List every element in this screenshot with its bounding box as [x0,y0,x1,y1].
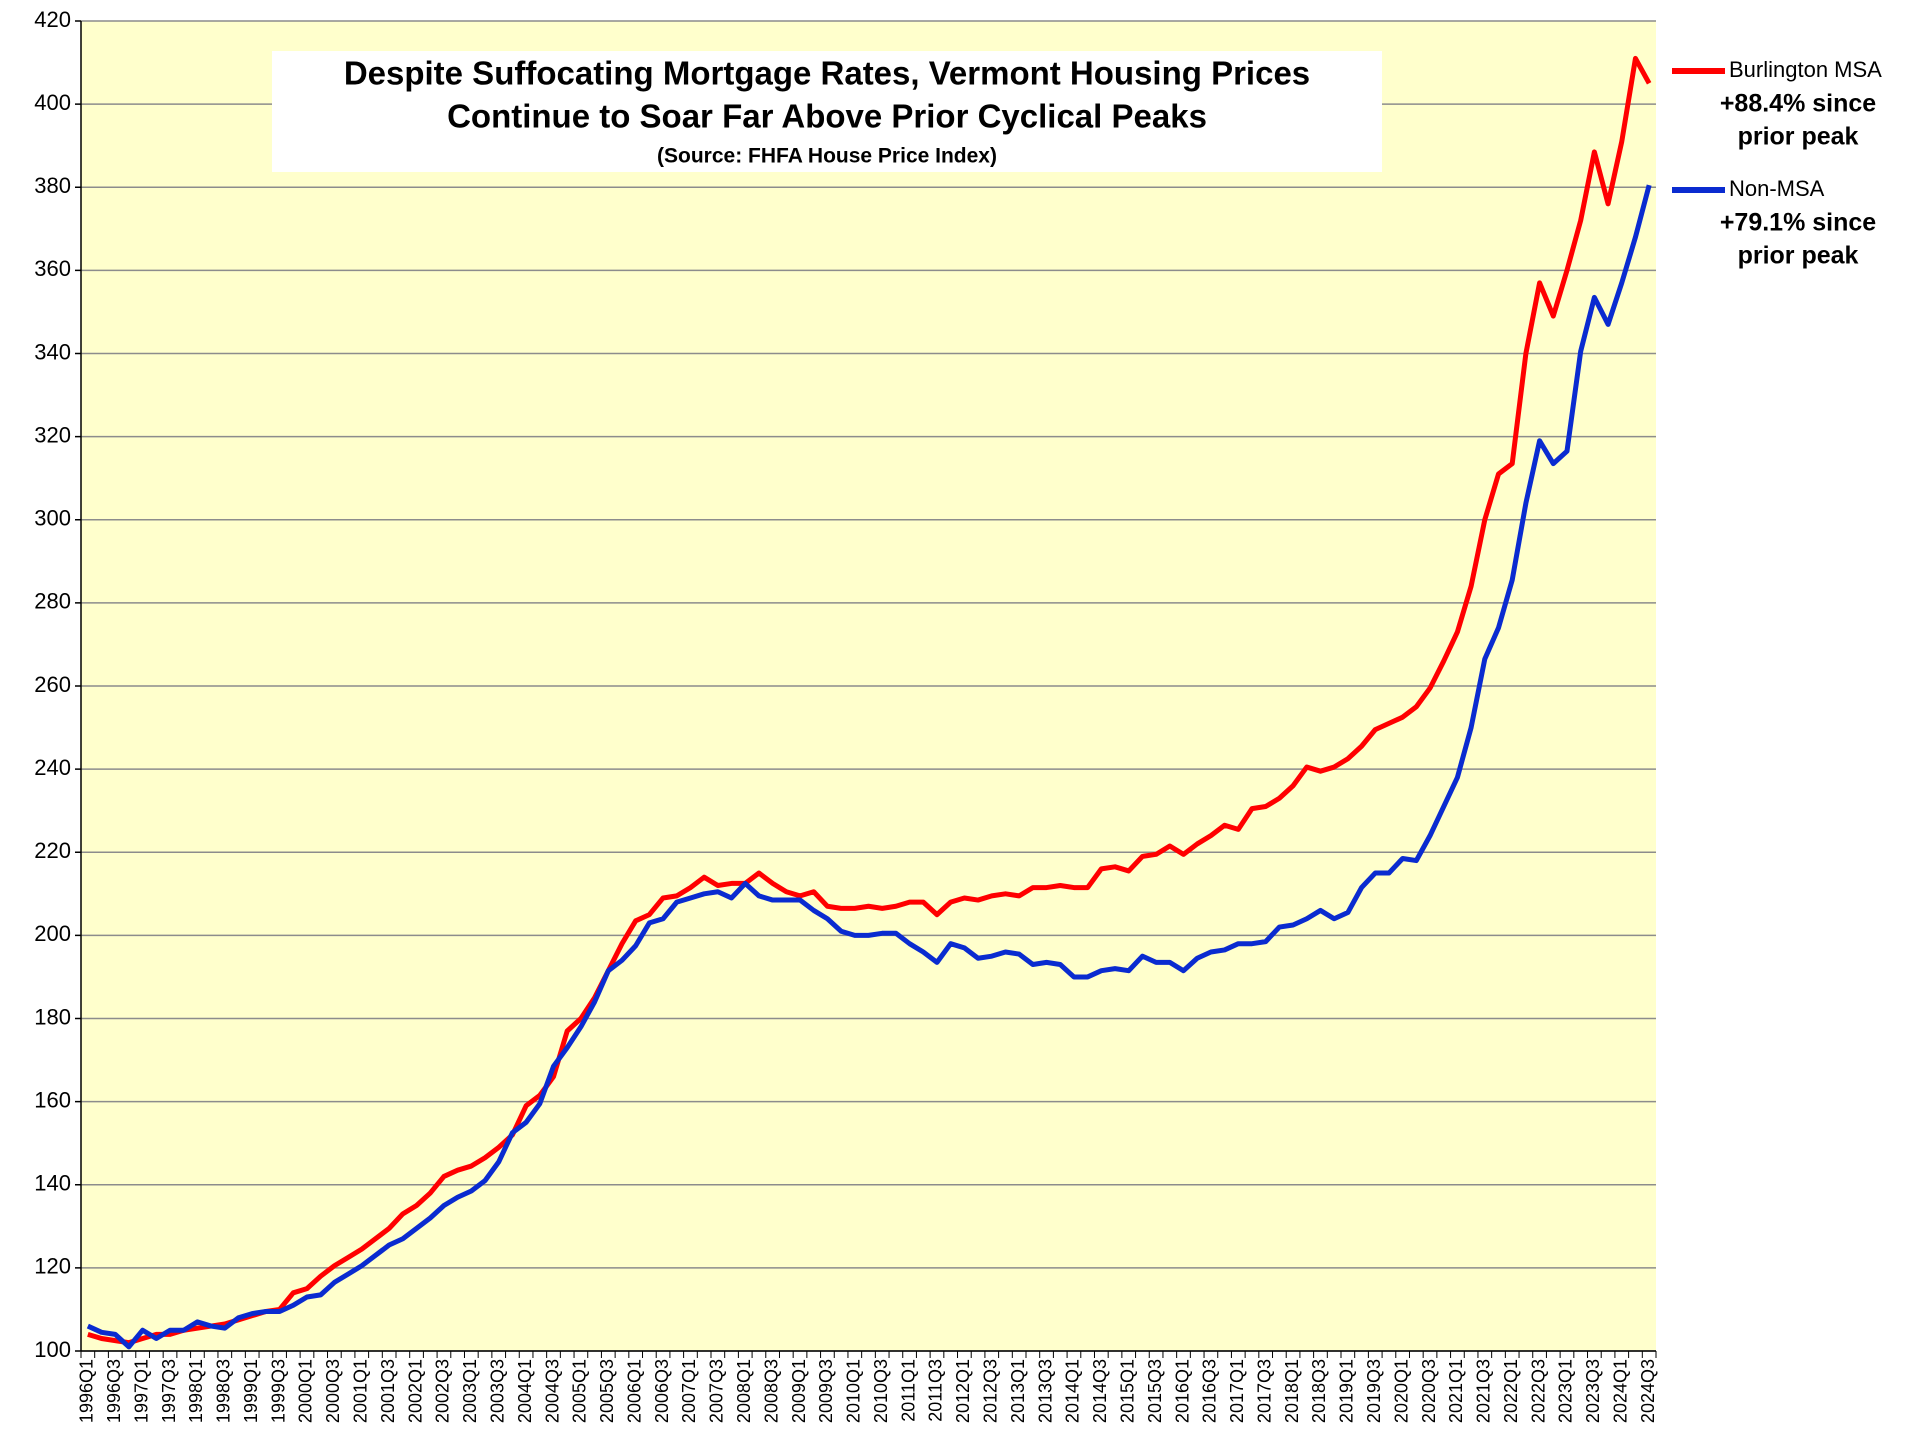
x-tick-label: 2017Q1 [1227,1359,1247,1423]
y-tick-label: 240 [34,755,71,780]
x-tick-label: 2020Q1 [1391,1359,1411,1423]
x-tick-label: 2011Q1 [898,1359,918,1422]
y-tick-label: 260 [34,672,71,697]
y-tick-label: 300 [34,506,71,531]
x-tick-label: 1996Q3 [104,1359,124,1423]
x-tick-label: 1999Q3 [268,1359,288,1423]
x-tick-label: 2006Q3 [652,1359,672,1423]
x-tick-label: 1999Q1 [241,1359,261,1423]
x-tick-label: 1998Q1 [186,1359,206,1423]
x-tick-label: 2014Q3 [1090,1359,1110,1423]
x-tick-label: 2018Q3 [1309,1359,1329,1423]
x-tick-label: 2020Q3 [1419,1359,1439,1423]
x-tick-label: 1997Q3 [159,1359,179,1423]
x-tick-label: 2013Q3 [1035,1359,1055,1423]
x-tick-label: 2000Q1 [296,1359,316,1423]
x-tick-label: 2023Q3 [1583,1359,1603,1423]
x-tick-label: 2008Q1 [734,1359,754,1423]
series-line [87,55,1652,1346]
x-tick-label: 2019Q1 [1337,1359,1357,1423]
x-tick-label: 2001Q3 [378,1359,398,1423]
x-tick-label: 2017Q3 [1254,1359,1274,1423]
x-tick-label: 2004Q3 [542,1359,562,1423]
x-tick-label: 2022Q1 [1501,1359,1521,1423]
x-tick-label: 1997Q1 [131,1359,151,1423]
x-tick-label: 2003Q3 [487,1359,507,1423]
y-tick-label: 160 [34,1087,71,1112]
x-tick-label: 2003Q1 [460,1359,480,1423]
annotation: +88.4% since [1720,90,1876,118]
series-line [86,184,1652,1350]
legend-label: Non-MSA [1729,176,1825,201]
annotation: prior peak [1738,242,1859,270]
annotation: prior peak [1738,123,1859,151]
x-tick-label: 2011Q3 [926,1359,946,1422]
x-tick-label: 2009Q1 [789,1359,809,1423]
x-tick-label: 2000Q3 [323,1359,343,1423]
x-tick-label: 2007Q1 [679,1359,699,1423]
x-tick-label: 2015Q1 [1117,1359,1137,1423]
chart-subtitle: (Source: FHFA House Price Index) [657,145,997,168]
x-tick-label: 2024Q3 [1638,1359,1658,1423]
x-tick-label: 2012Q1 [953,1359,973,1423]
annotation: +79.1% since [1720,209,1876,237]
x-tick-label: 2006Q1 [624,1359,644,1423]
x-tick-label: 2005Q1 [570,1359,590,1423]
x-tick-label: 2002Q1 [405,1359,425,1423]
y-tick-label: 420 [34,7,71,32]
x-tick-label: 2019Q3 [1364,1359,1384,1423]
x-tick-label: 2018Q1 [1282,1359,1302,1423]
y-tick-label: 200 [34,921,71,946]
x-tick-label: 2015Q3 [1145,1359,1165,1423]
x-tick-label: 2022Q3 [1528,1359,1548,1423]
y-tick-label: 140 [34,1171,71,1196]
y-tick-label: 220 [34,838,71,863]
x-tick-label: 2016Q1 [1172,1359,1192,1423]
x-tick-label: 2024Q1 [1611,1359,1631,1423]
x-tick-label: 2016Q3 [1200,1359,1220,1423]
x-tick-label: 1996Q1 [77,1359,97,1423]
x-tick-label: 2007Q3 [707,1359,727,1423]
x-tick-label: 2008Q3 [761,1359,781,1423]
legend-label: Burlington MSA [1729,57,1882,82]
y-tick-label: 120 [34,1254,71,1279]
x-tick-label: 1998Q3 [214,1359,234,1423]
x-tick-label: 2013Q1 [1008,1359,1028,1423]
x-tick-label: 2014Q1 [1063,1359,1083,1423]
x-tick-label: 2021Q1 [1446,1359,1466,1423]
title-box [272,51,1382,172]
y-tick-label: 360 [34,256,71,281]
y-tick-label: 340 [34,339,71,364]
x-tick-label: 2001Q1 [351,1359,371,1423]
x-tick-label: 2004Q1 [515,1359,535,1423]
y-tick-label: 320 [34,422,71,447]
x-tick-label: 2010Q3 [871,1359,891,1423]
x-tick-label: 2012Q3 [981,1359,1001,1423]
y-tick-label: 280 [34,589,71,614]
chart-title: Despite Suffocating Mortgage Rates, Verm… [344,55,1310,92]
x-tick-label: 2023Q1 [1556,1359,1576,1423]
x-tick-label: 2005Q3 [597,1359,617,1423]
y-tick-label: 380 [34,173,71,198]
y-tick-label: 400 [34,90,71,115]
x-tick-label: 2021Q3 [1474,1359,1494,1423]
chart-title: Continue to Soar Far Above Prior Cyclica… [447,98,1207,135]
y-tick-label: 100 [34,1337,71,1362]
x-tick-label: 2010Q1 [844,1359,864,1423]
x-tick-label: 2002Q3 [433,1359,453,1423]
y-tick-label: 180 [34,1004,71,1029]
x-tick-label: 2009Q3 [816,1359,836,1423]
